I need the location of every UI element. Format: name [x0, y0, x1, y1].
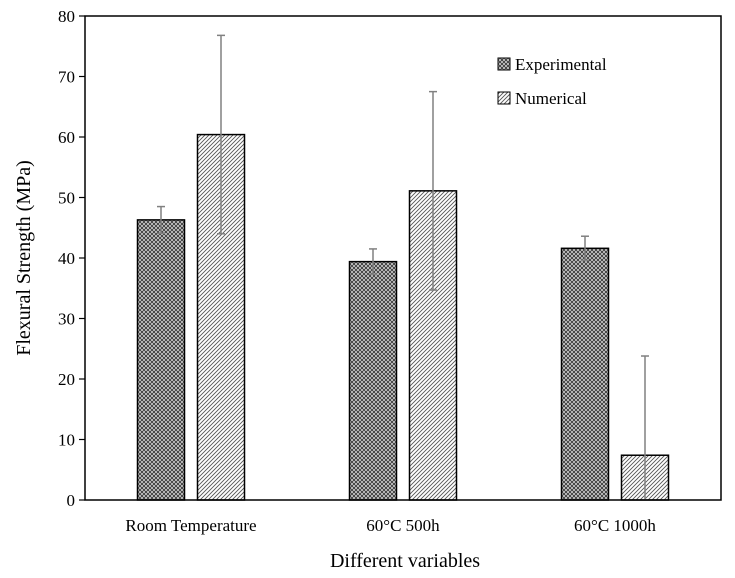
bars-layer — [136, 133, 670, 501]
y-tick-label: 40 — [58, 249, 75, 268]
bar-experimental — [560, 247, 610, 501]
x-category-label: 60°C 500h — [366, 516, 440, 535]
y-axis: 0 10 20 30 40 50 60 70 80 — [58, 7, 85, 510]
legend-swatch-numerical — [497, 91, 511, 105]
bar-experimental — [348, 260, 398, 501]
legend: Experimental Numerical — [497, 55, 607, 108]
error-bars-layer — [157, 34, 649, 500]
bar-experimental — [136, 219, 186, 501]
x-category-label: Room Temperature — [125, 516, 256, 535]
legend-label-experimental: Experimental — [515, 55, 607, 74]
y-tick-label: 50 — [58, 189, 75, 208]
x-axis-title: Different variables — [330, 550, 480, 572]
plot-area-frame — [84, 15, 722, 501]
y-tick-label: 80 — [58, 7, 75, 26]
legend-swatch-experimental — [497, 57, 511, 71]
y-tick-label: 60 — [58, 128, 75, 147]
x-category-label: 60°C 1000h — [574, 516, 656, 535]
legend-label-numerical: Numerical — [515, 89, 587, 108]
y-tick-label: 20 — [58, 370, 75, 389]
y-tick-label: 70 — [58, 68, 75, 87]
y-tick-label: 30 — [58, 310, 75, 329]
x-axis: Room Temperature 60°C 500h 60°C 1000h — [125, 516, 656, 535]
y-axis-title: Flexural Strength (MPa) — [13, 160, 35, 356]
y-tick-label: 10 — [58, 431, 75, 450]
y-tick-label: 0 — [67, 491, 76, 510]
